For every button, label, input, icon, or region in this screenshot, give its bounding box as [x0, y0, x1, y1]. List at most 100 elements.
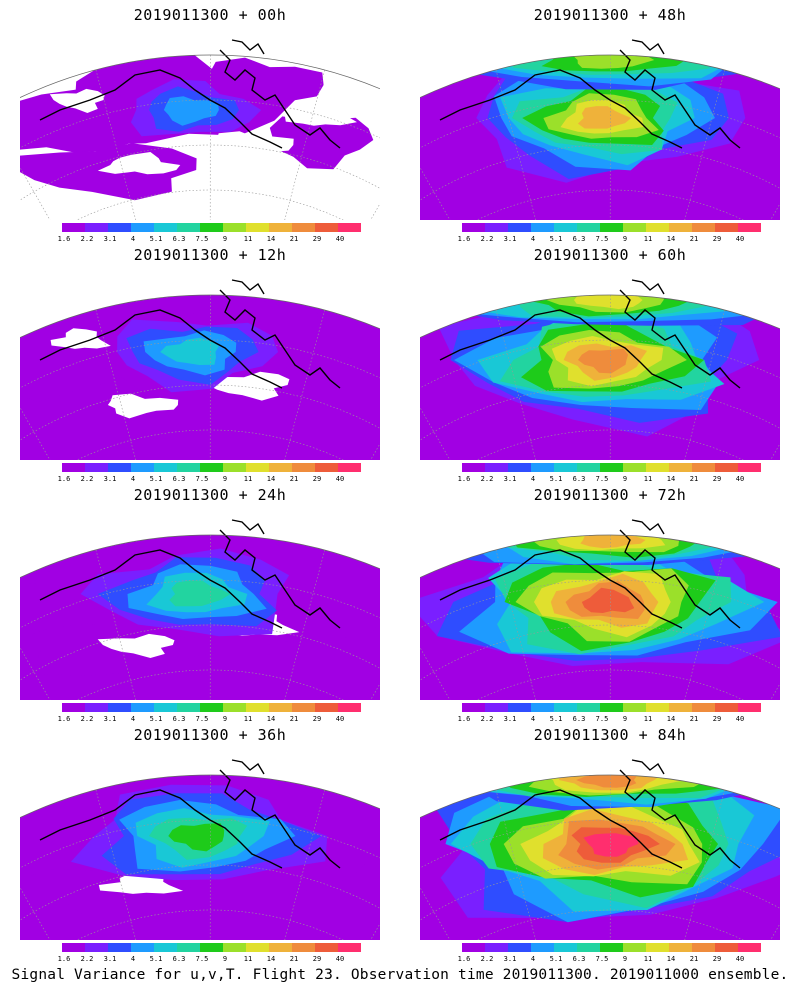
colorbar-swatch [85, 223, 108, 232]
colorbar-swatch [531, 223, 554, 232]
colorbar-swatch [154, 463, 177, 472]
colorbar-swatch [108, 943, 131, 952]
colorbar-swatch [646, 703, 669, 712]
panel-title: 2019011300 + 84h [533, 726, 687, 744]
colorbar-swatch [108, 463, 131, 472]
coastline [439, 519, 741, 629]
colorbar-label: 2.2 [80, 955, 94, 963]
colorbar-label: 1.6 [457, 955, 471, 963]
colorbar-swatch [485, 223, 508, 232]
colorbar-label: 21 [289, 715, 299, 723]
colorbar-label: 6.3 [172, 955, 186, 963]
colorbar-swatch [577, 463, 600, 472]
colorbar-label: 3.1 [103, 235, 117, 243]
colorbar-swatch [531, 703, 554, 712]
colorbar-swatch [715, 703, 738, 712]
colorbar-swatch [131, 463, 154, 472]
colorbar-label: 21 [289, 475, 299, 483]
colorbar-label: 4 [130, 955, 136, 963]
colorbar-swatch [62, 223, 85, 232]
colorbar [62, 463, 361, 472]
colorbar-swatch [131, 943, 154, 952]
colorbar-swatch [692, 223, 715, 232]
colorbar-swatch [338, 703, 361, 712]
colorbar-label: 6.3 [572, 235, 586, 243]
panel-title: 2019011300 + 36h [133, 726, 287, 744]
colorbar-label: 7.5 [595, 715, 609, 723]
colorbar-label: 11 [243, 475, 253, 483]
variance-map [420, 39, 780, 220]
colorbar-label: 9 [222, 955, 228, 963]
variance-map [420, 279, 780, 460]
colorbar-label: 6.3 [172, 715, 186, 723]
colorbar-swatch [692, 463, 715, 472]
colorbar-label: 2.2 [480, 715, 494, 723]
variance-map [20, 519, 380, 700]
colorbar-label: 7.5 [595, 475, 609, 483]
colorbar-label: 40 [335, 235, 345, 243]
colorbar-label: 29 [712, 475, 722, 483]
colorbar-swatch [577, 223, 600, 232]
map-panel: 2019011300 + 36h 1.6 2.2 3.1 4 5.1 6.3 7.5 9 11 14… [20, 720, 400, 963]
colorbar-swatch [223, 703, 246, 712]
colorbar-label: 9 [622, 235, 628, 243]
colorbar-label: 7.5 [195, 475, 209, 483]
coastline [39, 39, 341, 149]
colorbar-swatch [577, 703, 600, 712]
colorbar-label: 7.5 [595, 955, 609, 963]
colorbar-label: 6.3 [172, 235, 186, 243]
colorbar-label: 6.3 [572, 715, 586, 723]
colorbar-label: 40 [735, 475, 745, 483]
colorbar-swatch [600, 223, 623, 232]
colorbar-swatch [292, 943, 315, 952]
colorbar-label: 2.2 [80, 235, 94, 243]
colorbar-label: 11 [243, 235, 253, 243]
colorbar-label: 2.2 [480, 235, 494, 243]
colorbar-label: 14 [666, 955, 676, 963]
colorbar-label: 7.5 [195, 715, 209, 723]
colorbar-label: 1.6 [57, 235, 71, 243]
colorbar-label: 4 [130, 715, 136, 723]
colorbar-label: 29 [712, 715, 722, 723]
colorbar-label: 4 [530, 715, 536, 723]
colorbar-swatch [531, 943, 554, 952]
colorbar-swatch [554, 703, 577, 712]
panel-title: 2019011300 + 12h [133, 246, 287, 264]
map-panel: 2019011300 + 48h 1.6 2.2 3.1 4 5.1 6.3 7.5 9 11 14… [420, 0, 800, 243]
colorbar-swatch [485, 463, 508, 472]
colorbar-swatch [669, 463, 692, 472]
colorbar-swatch [738, 703, 761, 712]
variance-map [420, 759, 780, 940]
colorbar-swatch [85, 703, 108, 712]
colorbar-label: 4 [530, 955, 536, 963]
colorbar-label: 2.2 [80, 475, 94, 483]
colorbar-label: 5.1 [549, 475, 563, 483]
colorbar-swatch [154, 223, 177, 232]
colorbar-swatch [508, 943, 531, 952]
colorbar-label: 40 [735, 955, 745, 963]
colorbar-label: 29 [312, 955, 322, 963]
colorbar-label: 5.1 [549, 715, 563, 723]
colorbar-swatch [485, 943, 508, 952]
colorbar-swatch [646, 223, 669, 232]
coastline [39, 279, 341, 389]
colorbar-label: 14 [266, 475, 276, 483]
colorbar-swatch [269, 223, 292, 232]
colorbar-label: 2.2 [480, 955, 494, 963]
colorbar-label: 40 [335, 475, 345, 483]
variance-map [420, 519, 780, 700]
colorbar-label: 11 [243, 715, 253, 723]
colorbar-label: 29 [312, 715, 322, 723]
colorbar-swatch [554, 943, 577, 952]
colorbar-label: 21 [689, 715, 699, 723]
colorbar-swatch [692, 703, 715, 712]
colorbar-label: 5.1 [549, 955, 563, 963]
colorbar-label: 1.6 [57, 715, 71, 723]
colorbar-label: 1.6 [457, 235, 471, 243]
colorbar-swatch [669, 223, 692, 232]
colorbar-swatch [292, 463, 315, 472]
colorbar-swatch [246, 223, 269, 232]
colorbar-swatch [246, 463, 269, 472]
map-panel: 2019011300 + 24h 1.6 2.2 3.1 4 5.1 6.3 7.5 9 11 14… [20, 480, 400, 723]
colorbar-swatch [269, 703, 292, 712]
